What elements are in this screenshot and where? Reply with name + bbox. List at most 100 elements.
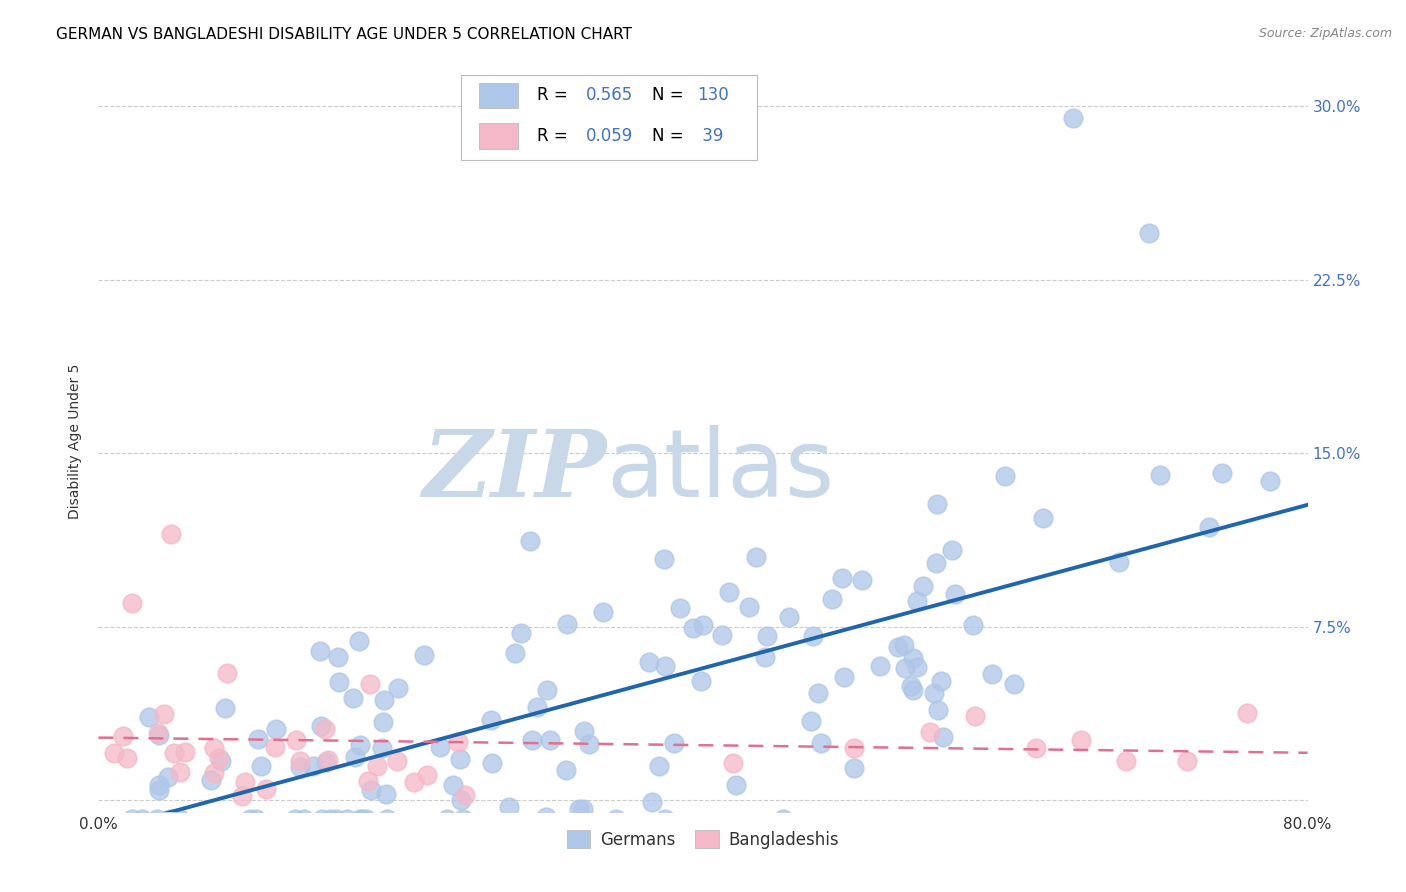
- Point: [349, 812, 371, 826]
- Point: [724, 778, 747, 792]
- Point: [578, 737, 600, 751]
- Text: R =: R =: [537, 87, 574, 104]
- Point: [894, 661, 917, 675]
- Point: [249, 758, 271, 772]
- Point: [413, 648, 436, 663]
- Point: [357, 773, 380, 788]
- Point: [832, 670, 855, 684]
- Point: [157, 770, 180, 784]
- Point: [755, 629, 778, 643]
- Point: [202, 765, 225, 780]
- Point: [745, 550, 768, 565]
- Point: [692, 618, 714, 632]
- Point: [717, 584, 740, 599]
- Point: [1032, 511, 1054, 525]
- Point: [288, 760, 311, 774]
- Point: [163, 746, 186, 760]
- Point: [385, 754, 408, 768]
- Point: [429, 740, 451, 755]
- Point: [121, 812, 143, 826]
- Point: [404, 775, 426, 789]
- Point: [325, 812, 347, 826]
- Text: N =: N =: [652, 87, 689, 104]
- Point: [370, 741, 392, 756]
- Point: [929, 674, 952, 689]
- Text: 0.059: 0.059: [586, 128, 633, 145]
- Point: [336, 812, 359, 826]
- Text: 130: 130: [697, 87, 728, 104]
- Point: [371, 715, 394, 730]
- Point: [315, 755, 337, 769]
- Point: [328, 675, 350, 690]
- Point: [148, 778, 170, 792]
- Point: [360, 783, 382, 797]
- Point: [146, 812, 169, 826]
- Point: [264, 722, 287, 736]
- Point: [263, 739, 285, 754]
- Point: [366, 759, 388, 773]
- Point: [555, 616, 578, 631]
- Point: [316, 753, 339, 767]
- Point: [922, 686, 945, 700]
- Point: [927, 703, 949, 717]
- Point: [572, 801, 595, 815]
- Point: [498, 799, 520, 814]
- Point: [1002, 676, 1025, 690]
- Point: [450, 792, 472, 806]
- Point: [231, 789, 253, 803]
- Point: [173, 745, 195, 759]
- Point: [245, 812, 267, 826]
- Point: [148, 728, 170, 742]
- Point: [803, 630, 825, 644]
- Point: [1258, 474, 1281, 488]
- Point: [117, 751, 139, 765]
- Point: [981, 666, 1004, 681]
- Point: [344, 749, 367, 764]
- Point: [449, 752, 471, 766]
- Point: [711, 628, 734, 642]
- Point: [669, 601, 692, 615]
- Point: [907, 594, 929, 608]
- Point: [1062, 111, 1084, 125]
- Text: R =: R =: [537, 128, 574, 145]
- Point: [356, 812, 378, 826]
- Point: [146, 725, 169, 739]
- Point: [131, 812, 153, 826]
- Point: [290, 754, 312, 768]
- Text: N =: N =: [652, 128, 689, 145]
- Point: [901, 650, 924, 665]
- Point: [233, 774, 256, 789]
- Point: [536, 810, 558, 824]
- Point: [520, 733, 543, 747]
- Point: [1175, 754, 1198, 768]
- Point: [349, 738, 371, 752]
- Point: [1149, 467, 1171, 482]
- Point: [160, 527, 183, 541]
- FancyBboxPatch shape: [479, 83, 517, 109]
- Point: [912, 579, 935, 593]
- Text: 39: 39: [697, 128, 723, 145]
- Point: [148, 783, 170, 797]
- Point: [138, 710, 160, 724]
- Point: [349, 633, 371, 648]
- Point: [654, 812, 676, 826]
- Point: [254, 781, 277, 796]
- Point: [247, 732, 270, 747]
- Point: [112, 730, 135, 744]
- Point: [121, 597, 143, 611]
- Point: [202, 740, 225, 755]
- Point: [159, 812, 181, 826]
- Point: [723, 756, 745, 771]
- Point: [965, 708, 987, 723]
- Point: [778, 610, 800, 624]
- Point: [526, 699, 548, 714]
- Point: [844, 741, 866, 756]
- Text: ZIP: ZIP: [422, 426, 606, 516]
- Point: [447, 734, 470, 748]
- Point: [208, 751, 231, 765]
- Point: [169, 765, 191, 780]
- Point: [479, 713, 502, 727]
- Point: [209, 754, 232, 768]
- Point: [810, 736, 832, 750]
- Point: [292, 812, 315, 826]
